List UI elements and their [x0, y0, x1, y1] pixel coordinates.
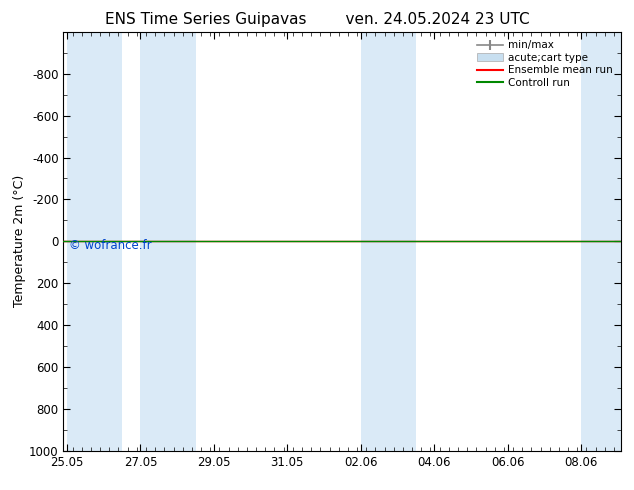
- Text: ENS Time Series Guipavas        ven. 24.05.2024 23 UTC: ENS Time Series Guipavas ven. 24.05.2024…: [105, 12, 529, 27]
- Bar: [141, 32, 195, 451]
- Bar: [67, 32, 122, 451]
- Y-axis label: Temperature 2m (°C): Temperature 2m (°C): [13, 175, 26, 307]
- Legend: min/max, acute;cart type, Ensemble mean run, Controll run: min/max, acute;cart type, Ensemble mean …: [474, 37, 616, 91]
- Text: © wofrance.fr: © wofrance.fr: [69, 239, 152, 252]
- Bar: [361, 32, 416, 451]
- Bar: [581, 32, 621, 451]
